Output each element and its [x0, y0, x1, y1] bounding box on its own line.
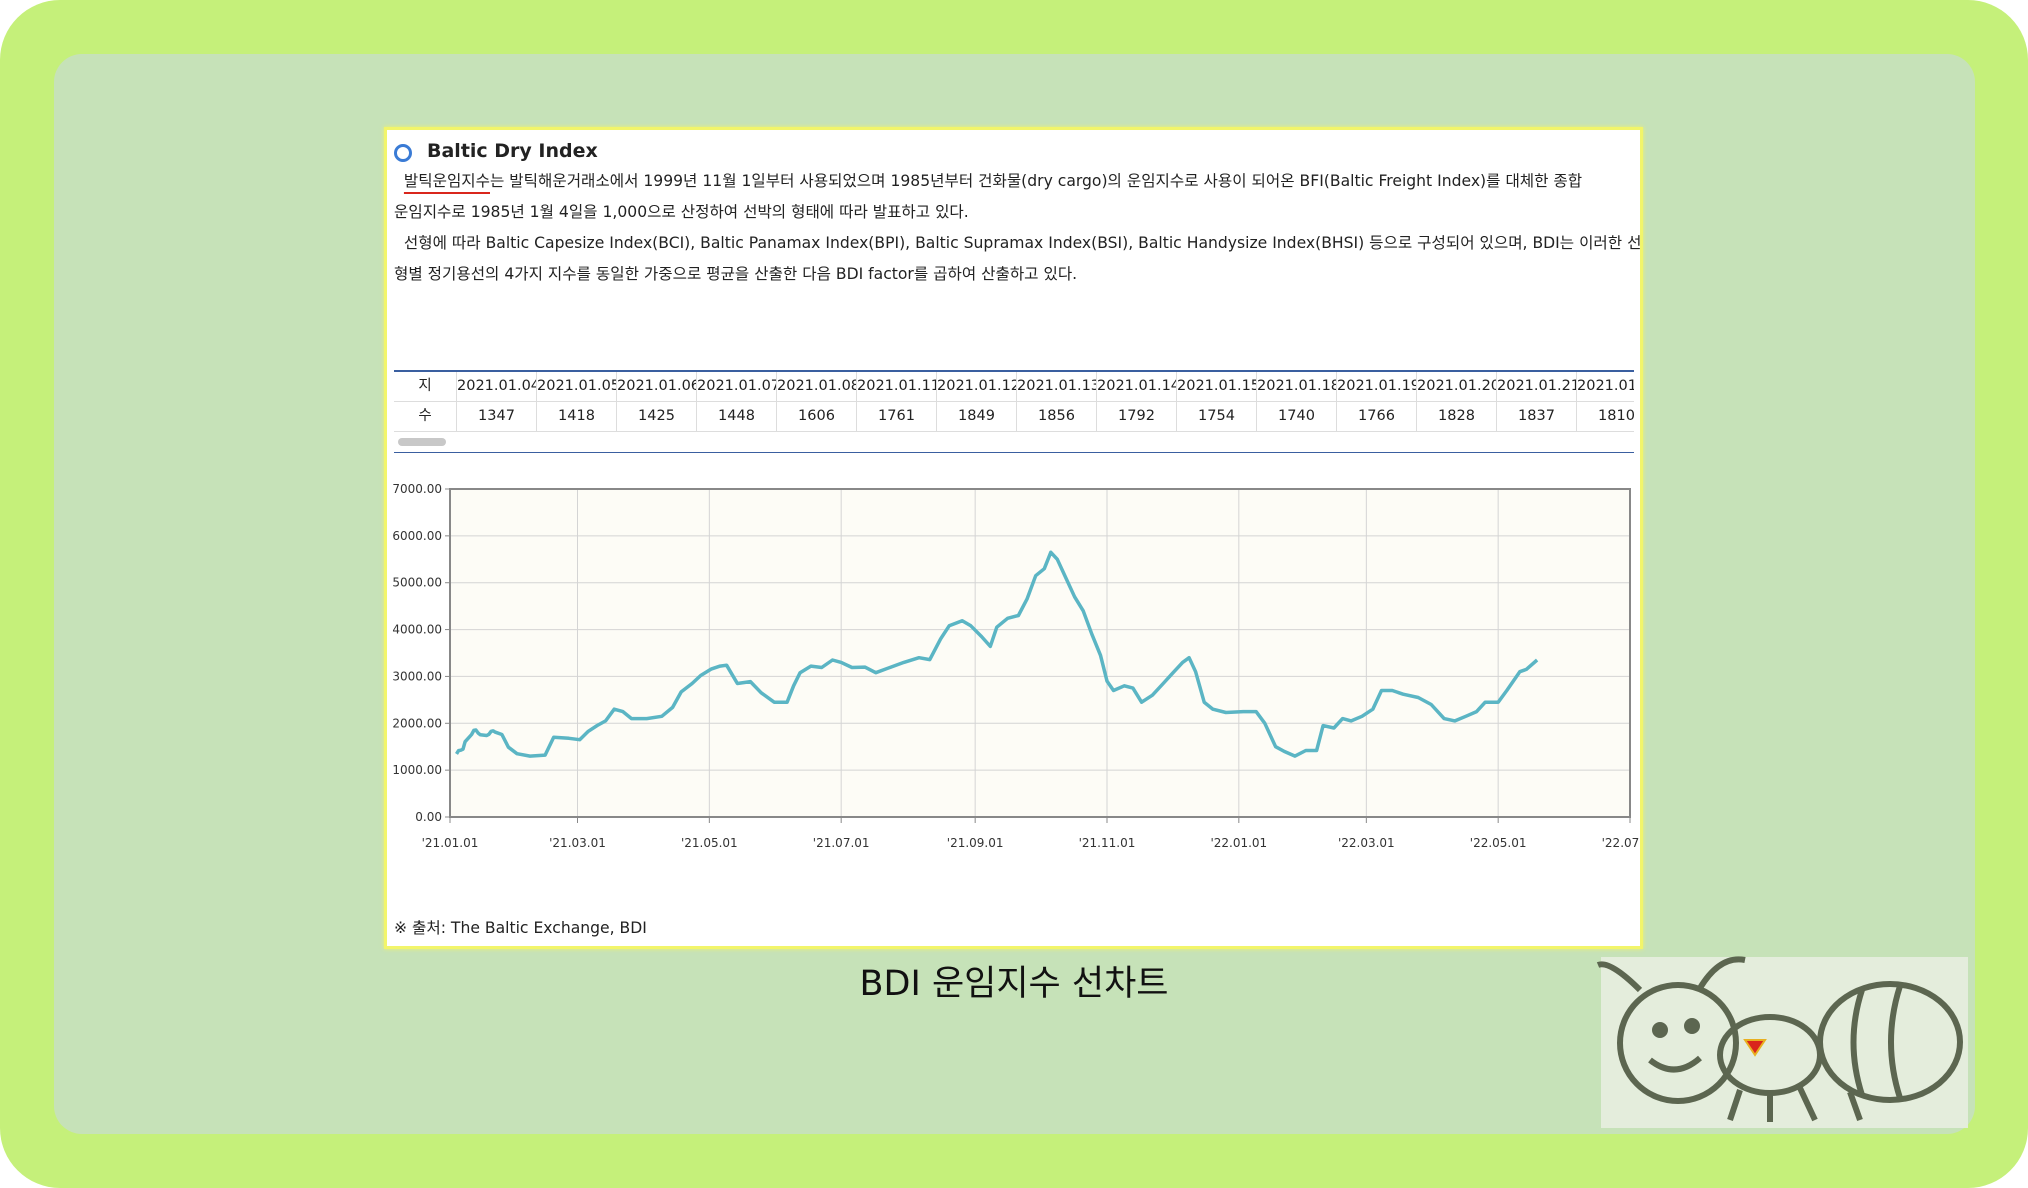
date-cell: 2021.01.18 [1256, 372, 1336, 401]
source-note: ※ 출처: The Baltic Exchange, BDI [394, 919, 647, 937]
date-cell: 2021.01.08 [776, 372, 856, 401]
y-tick-label: 0.00 [415, 810, 442, 824]
section-title: Baltic Dry Index [427, 140, 598, 162]
value-cell: 1347 [456, 402, 536, 431]
y-tick-label: 3000.00 [392, 669, 442, 683]
plot-border [449, 488, 1631, 818]
value-cell: 1606 [776, 402, 856, 431]
date-cell: 2021.01.11 [856, 372, 936, 401]
y-tick-label: 5000.00 [392, 576, 442, 590]
date-cell: 2021.01.07 [696, 372, 776, 401]
date-cell: 2021.01.06 [616, 372, 696, 401]
date-cell: 2021.01.14 [1096, 372, 1176, 401]
data-table: 지 2021.01.04 2021.01.05 2021.01.06 2021.01.0… [394, 370, 1634, 453]
x-tick-label: '22.07.01 [1602, 836, 1659, 850]
date-cell: 2021.01.12 [936, 372, 1016, 401]
y-tick-label: 6000.00 [392, 529, 442, 543]
title-icon [394, 144, 412, 162]
value-cell: 1766 [1336, 402, 1416, 431]
mascot [1596, 956, 1968, 1128]
y-tick-label: 2000.00 [392, 716, 442, 730]
x-tick-label: '22.03.01 [1338, 836, 1395, 850]
value-cell: 1754 [1176, 402, 1256, 431]
x-tick-label: '21.05.01 [681, 836, 738, 850]
x-tick-label: '22.01.01 [1210, 836, 1267, 850]
value-cell: 1837 [1496, 402, 1576, 431]
x-tick-label: '22.05.01 [1470, 836, 1527, 850]
text: 선형에 따라 Baltic Capesize Index(BCI), Balti… [403, 234, 1642, 252]
value-cell: 1849 [936, 402, 1016, 431]
y-tick-label: 4000.00 [392, 623, 442, 637]
table-row: 수 1347 1418 1425 1448 1606 1761 1849 1856 1792 175… [394, 402, 1634, 432]
value-cell: 1761 [856, 402, 936, 431]
x-tick-label: '21.09.01 [947, 836, 1004, 850]
table-header: 수 [418, 408, 432, 424]
scrollbar[interactable] [398, 438, 446, 446]
x-tick-label: '21.03.01 [549, 836, 606, 850]
text: 는 발틱해운거래소에서 1999년 11월 1일부터 사용되었으며 1985년부… [490, 172, 1583, 190]
date-cell: 2021.01.20 [1416, 372, 1496, 401]
date-cell: 2021.01.13 [1016, 372, 1096, 401]
value-cell: 1740 [1256, 402, 1336, 431]
y-tick-label: 7000.00 [392, 482, 442, 496]
caption: BDI 운임지수 선차트 [859, 964, 1169, 1004]
date-cell: 2021.01.22 [1576, 372, 1634, 401]
paragraph-line: 형별 정기용선의 4가지 지수를 동일한 가중으로 평균을 산출한 다음 BDI… [394, 265, 1078, 283]
plot-group: 0.00 1000.00 2000.00 3000.00 4000.00 5000.00 6… [392, 482, 1659, 850]
plot-background [450, 489, 1630, 817]
data-line [455, 550, 1539, 758]
x-tick-label: '21.01.01 [422, 836, 479, 850]
value-cell: 1856 [1016, 402, 1096, 431]
date-cell: 2021.01.21 [1496, 372, 1576, 401]
date-cell: 2021.01.04 [456, 372, 536, 401]
date-cell: 2021.01.05 [536, 372, 616, 401]
date-cell: 2021.01.19 [1336, 372, 1416, 401]
value-cell: 1810 [1576, 402, 1634, 431]
value-cell: 1828 [1416, 402, 1496, 431]
value-cell: 1792 [1096, 402, 1176, 431]
table-header: 지 [418, 378, 432, 394]
x-tick-label: '21.07.01 [813, 836, 870, 850]
paragraph: 발틱운임지수는 발틱해운거래소에서 1999년 11월 1일부터 사용되었으며 … [394, 166, 1634, 197]
term: 발틱운임지수 [403, 172, 490, 190]
paragraph: 선형에 따라 Baltic Capesize Index(BCI), Balti… [394, 228, 1640, 259]
paragraph-line: 운임지수로 1985년 1월 4일을 1,000으로 산정하여 선박의 형태에 … [394, 203, 969, 221]
value-cell: 1425 [616, 402, 696, 431]
date-cell: 2021.01.15 [1176, 372, 1256, 401]
table-row: 지 2021.01.04 2021.01.05 2021.01.06 2021.01.0… [394, 372, 1634, 402]
value-cell: 1418 [536, 402, 616, 431]
x-tick-label: '21.11.01 [1079, 836, 1136, 850]
value-cell: 1448 [696, 402, 776, 431]
y-tick-label: 1000.00 [392, 763, 442, 777]
